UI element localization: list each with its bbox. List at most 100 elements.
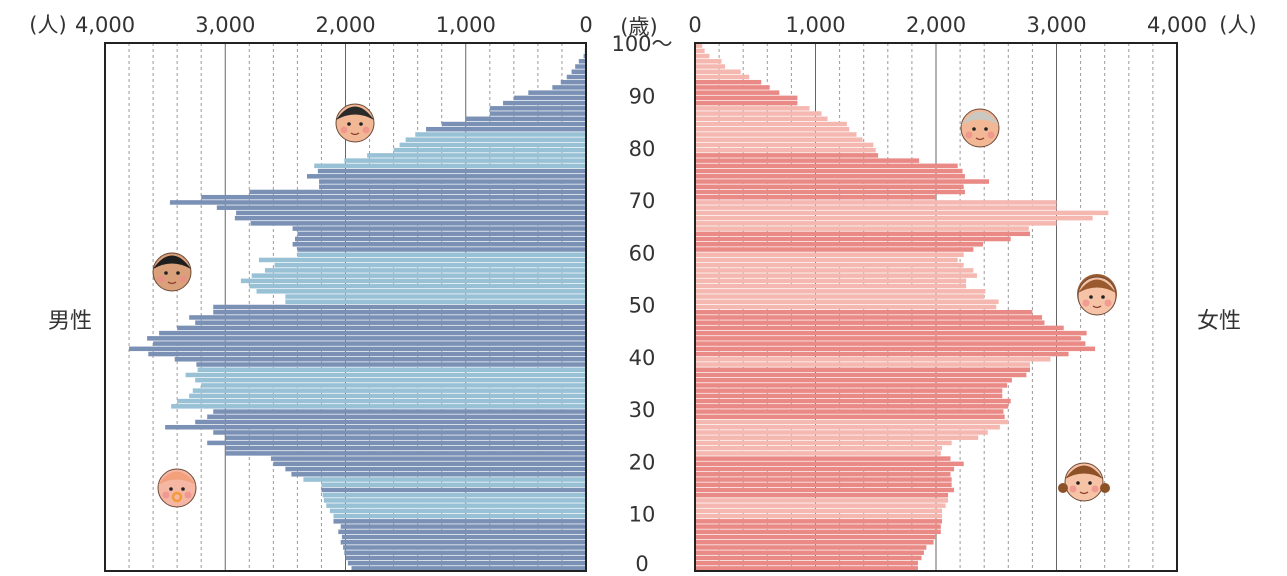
female-bar-age-56 — [695, 273, 977, 278]
female-bar-age-22 — [695, 451, 941, 456]
male-bar-age-80 — [393, 147, 586, 153]
female-bar-age-5 — [695, 539, 934, 545]
female-bar-age-87 — [695, 111, 822, 116]
female-bar-age-29 — [695, 414, 1005, 420]
male-bar-age-45 — [159, 330, 587, 336]
female-bar-age-66 — [695, 221, 1057, 226]
male-value-tick-label: 0 — [579, 13, 592, 37]
male-bars — [129, 43, 587, 571]
male-bar-age-26 — [213, 430, 586, 435]
male-bar-age-43 — [153, 341, 586, 346]
male-bar-age-40 — [174, 357, 586, 362]
female-bar-age-82 — [695, 137, 863, 142]
female-bar-age-85 — [695, 121, 847, 127]
female-bar-age-89 — [695, 100, 798, 106]
female-bar-age-44 — [695, 336, 1081, 341]
female-bar-age-83 — [695, 132, 857, 137]
female-bar-age-76 — [695, 168, 963, 174]
young-man-face-icon — [152, 252, 192, 292]
female-bar-age-77 — [695, 163, 958, 169]
age-tick-label: 10 — [629, 503, 656, 527]
female-value-tick-label: 0 — [688, 13, 701, 37]
male-bar-age-96 — [575, 64, 586, 69]
male-bar-age-4 — [343, 545, 586, 550]
female-bar-age-98 — [695, 53, 710, 59]
female-bar-age-46 — [695, 325, 1064, 331]
male-bar-age-24 — [207, 440, 586, 446]
male-bar-age-91 — [528, 90, 586, 95]
age-tick-label: 50 — [629, 294, 656, 318]
female-bar-age-31 — [695, 404, 1009, 409]
female-bar-age-65 — [695, 226, 1029, 231]
female-bar-age-40 — [695, 357, 1051, 362]
female-bar-age-19 — [695, 466, 955, 472]
male-bar-age-22 — [225, 451, 586, 456]
male-bar-age-97 — [578, 59, 586, 64]
elderly-woman-face-icon — [960, 108, 1000, 148]
female-bar-age-24 — [695, 440, 952, 446]
female-bar-age-14 — [695, 492, 949, 498]
female-bar-age-58 — [695, 262, 964, 268]
female-bar-age-39 — [695, 362, 1030, 367]
female-value-tick-label: 3,000 — [1026, 13, 1086, 37]
male-bar-age-1 — [347, 560, 586, 566]
female-bar-age-36 — [695, 377, 1012, 383]
female-bar-age-0 — [695, 566, 918, 571]
male-bar-age-41 — [148, 351, 587, 357]
male-bar-age-93 — [560, 79, 586, 85]
male-bar-age-15 — [321, 487, 586, 493]
male-bar-age-53 — [256, 289, 586, 294]
female-bar-age-25 — [695, 435, 979, 440]
female-bar-age-32 — [695, 398, 1011, 404]
male-bar-age-39 — [196, 362, 586, 367]
female-bar-age-3 — [695, 550, 924, 555]
male-bar-age-37 — [185, 372, 586, 378]
female-bar-age-88 — [695, 106, 810, 111]
female-bar-age-100 — [695, 43, 703, 48]
male-value-tick-label: 4,000 — [75, 13, 135, 37]
female-bar-age-15 — [695, 487, 955, 493]
male-label: 男性 — [48, 309, 92, 334]
female-bar-age-21 — [695, 456, 951, 461]
male-bar-age-19 — [285, 466, 586, 472]
female-panel-frame — [694, 42, 1178, 572]
male-bar-age-64 — [297, 231, 586, 237]
male-bar-age-3 — [344, 550, 586, 555]
female-bar-age-95 — [695, 69, 741, 75]
male-bar-age-85 — [441, 121, 586, 127]
age-tick-label: 0 — [635, 552, 648, 576]
male-bar-age-34 — [192, 388, 586, 393]
female-bar-age-8 — [695, 524, 941, 529]
female-bar-age-1 — [695, 560, 918, 566]
male-bar-age-50 — [213, 304, 586, 310]
male-bar-age-55 — [240, 278, 586, 284]
male-bar-age-78 — [344, 158, 586, 163]
male-bar-age-8 — [340, 524, 586, 529]
female-bar-age-43 — [695, 341, 1086, 346]
male-bar-age-56 — [251, 273, 586, 278]
male-unit-label: (人) — [29, 13, 66, 37]
female-bar-age-35 — [695, 383, 1008, 388]
male-bar-age-95 — [571, 69, 586, 75]
male-bar-age-9 — [333, 519, 586, 524]
female-bar-age-12 — [695, 503, 946, 508]
female-bar-age-70 — [695, 200, 1057, 205]
male-bar-age-31 — [171, 404, 586, 409]
female-bar-age-73 — [695, 184, 964, 190]
female-bar-age-75 — [695, 174, 965, 179]
age-tick-label: 40 — [629, 346, 656, 370]
male-bar-age-83 — [415, 132, 586, 137]
male-bar-age-13 — [323, 498, 586, 503]
male-bar-age-30 — [213, 409, 586, 414]
male-bar-age-20 — [273, 461, 586, 467]
female-bar-age-37 — [695, 372, 1027, 378]
female-bar-age-10 — [695, 513, 943, 519]
female-bar-age-34 — [695, 388, 1003, 393]
male-bar-age-84 — [426, 126, 586, 132]
male-bar-age-70 — [169, 200, 586, 205]
female-bar-age-49 — [695, 309, 1033, 315]
male-bar-age-65 — [292, 226, 586, 231]
male-bar-age-35 — [201, 383, 586, 388]
male-bar-age-44 — [147, 336, 586, 341]
age-tick-label: 70 — [629, 189, 656, 213]
